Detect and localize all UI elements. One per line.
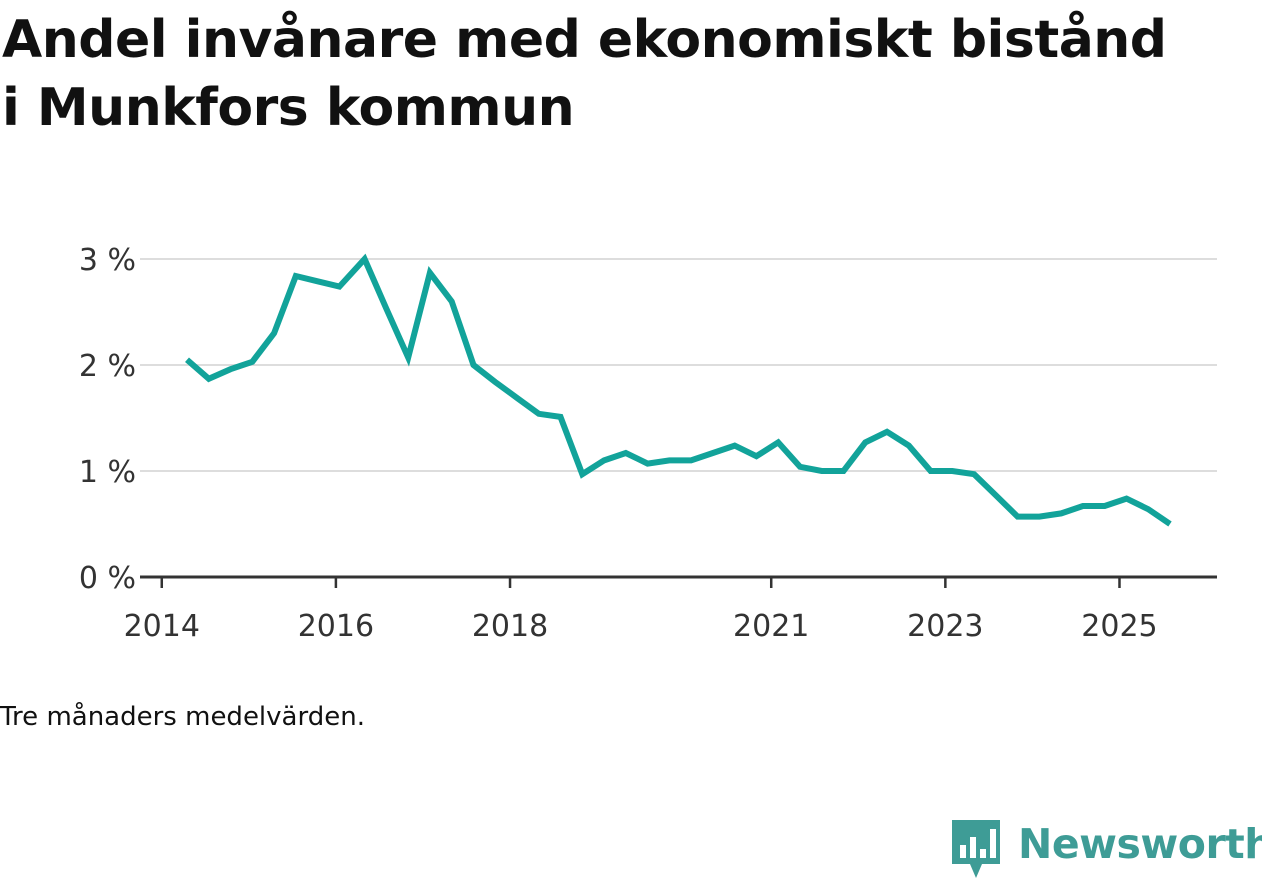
x-tick-label-2: 2018 <box>472 609 548 644</box>
x-tick-label-0: 2014 <box>124 609 200 644</box>
y-axis-labels: 0 % 1 % 2 % 3 % <box>79 243 136 596</box>
y-tick-label-1: 1 % <box>79 455 136 490</box>
series-layer <box>185 253 1172 527</box>
chart-title: Andel invånare med ekonomiskt bistånd i … <box>2 10 1167 138</box>
y-tick-label-0: 0 % <box>79 561 136 596</box>
x-tick-label-3: 2021 <box>733 609 809 644</box>
y-tick-label-3: 3 % <box>79 243 136 278</box>
x-tick-label-4: 2023 <box>907 609 983 644</box>
bar-chart-speech-bubble-icon <box>952 820 1000 878</box>
brand-logo[interactable]: Newsworthy <box>950 818 1262 880</box>
series-line-0 <box>185 253 1172 527</box>
grid-lines <box>140 258 1217 472</box>
x-tick-label-1: 2016 <box>298 609 374 644</box>
chart-note: Tre månaders medelvärden. <box>0 702 365 732</box>
brand-name: Newsworthy <box>1018 820 1262 868</box>
y-tick-label-2: 2 % <box>79 349 136 384</box>
x-tick-label-5: 2025 <box>1081 609 1157 644</box>
x-axis: 2014 2016 2018 2021 2023 2025 <box>124 575 1217 644</box>
line-chart: 0 % 1 % 2 % 3 % 2014 2016 2018 2021 2023 2025 <box>79 243 1217 644</box>
